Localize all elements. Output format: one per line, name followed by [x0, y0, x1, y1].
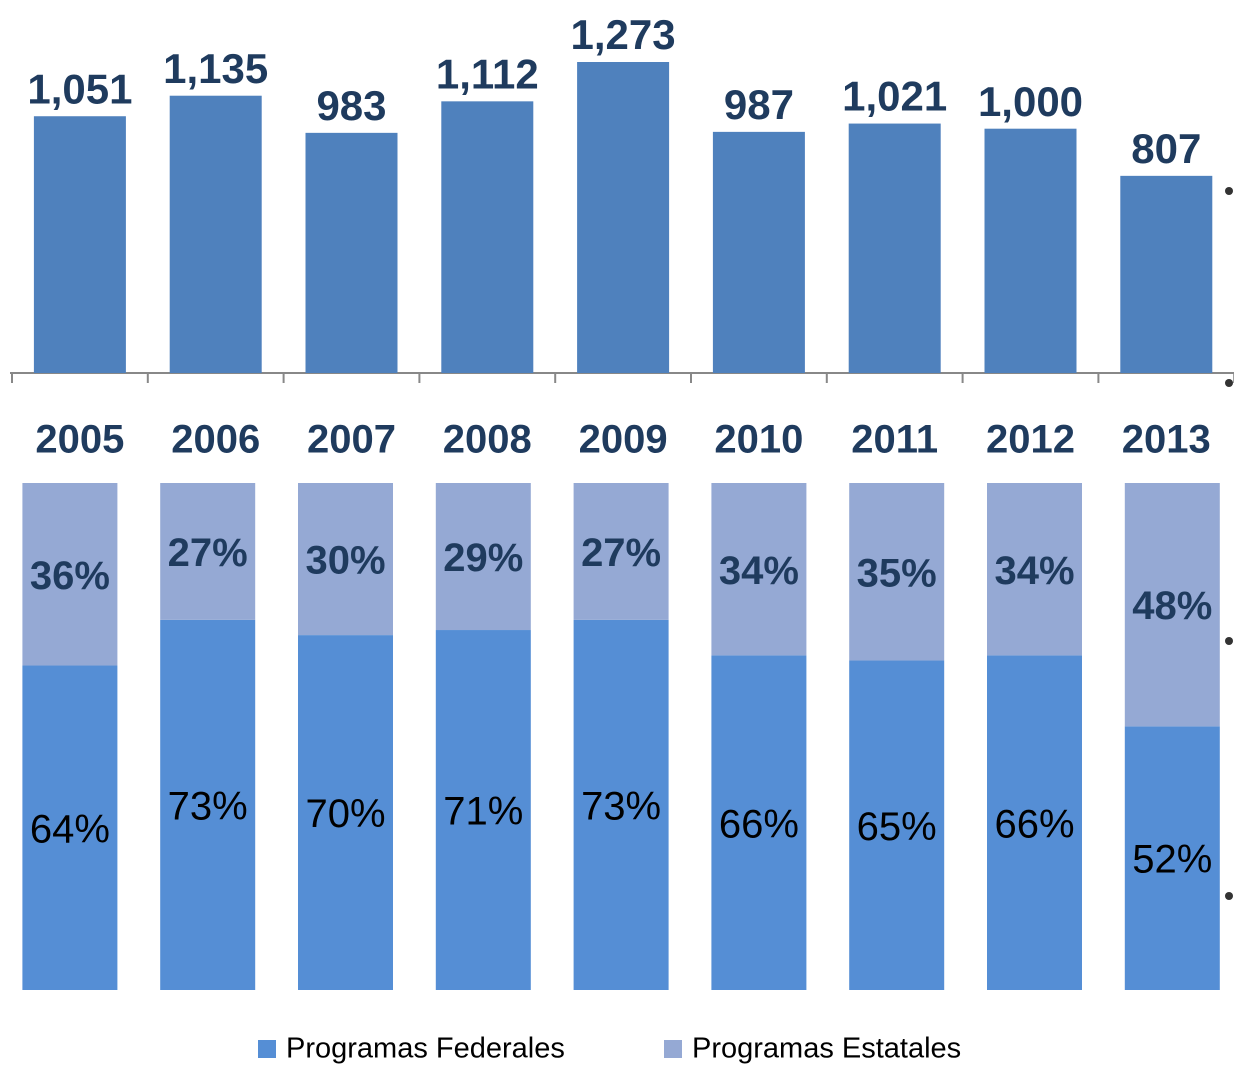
- bar: [984, 128, 1077, 373]
- bar: [848, 123, 941, 373]
- data-label: 36%: [30, 554, 110, 598]
- data-label: 64%: [30, 807, 110, 851]
- bar-segment: [160, 619, 256, 990]
- data-label: 1,112: [436, 50, 539, 97]
- data-label: 29%: [443, 536, 523, 580]
- data-label: 70%: [305, 792, 385, 836]
- bar-segment: [849, 660, 945, 990]
- bar: [33, 116, 126, 374]
- legend-swatch: [664, 1040, 682, 1058]
- data-label: 35%: [857, 551, 937, 595]
- bar-segment: [711, 483, 807, 656]
- data-label: 71%: [443, 790, 523, 834]
- data-label: 66%: [719, 802, 799, 846]
- data-label: 48%: [1132, 584, 1212, 628]
- x-tick-label: 2009: [579, 418, 668, 462]
- data-label: 27%: [581, 531, 661, 575]
- data-label: 30%: [305, 539, 385, 583]
- legend-label: Programas Federales: [286, 1033, 565, 1065]
- data-label: 52%: [1132, 838, 1212, 882]
- data-label: 1,135: [163, 45, 268, 92]
- bar: [441, 101, 534, 373]
- bullet: [1225, 379, 1233, 387]
- data-label: 73%: [168, 785, 248, 829]
- data-label: 65%: [857, 805, 937, 849]
- bar: [577, 62, 670, 373]
- bar-segment: [1124, 483, 1220, 727]
- bar-segment: [22, 483, 118, 666]
- data-label: 1,051: [27, 65, 132, 112]
- data-label: 66%: [994, 802, 1074, 846]
- data-label: 807: [1131, 125, 1201, 172]
- bar: [712, 131, 805, 373]
- bar-segment: [573, 483, 669, 620]
- bar: [169, 95, 262, 374]
- x-tick-label: 2013: [1122, 418, 1211, 462]
- bullet: [1225, 637, 1233, 645]
- data-label: 987: [724, 81, 794, 128]
- bar-segment: [987, 655, 1082, 990]
- data-label: 1,021: [842, 73, 947, 120]
- bar-segment: [435, 630, 531, 990]
- data-label: 983: [316, 82, 386, 129]
- data-label: 27%: [168, 531, 248, 575]
- bar: [1120, 175, 1213, 373]
- data-label: 34%: [994, 549, 1074, 593]
- legend-swatch: [258, 1040, 276, 1058]
- bar-segment: [160, 483, 256, 620]
- bar: [305, 132, 398, 373]
- data-label: 34%: [719, 549, 799, 593]
- bar-segment: [298, 635, 393, 990]
- bar-segment: [298, 483, 393, 636]
- legend-label: Programas Estatales: [692, 1033, 961, 1065]
- bar-segment: [1124, 726, 1220, 990]
- bar-segment: [573, 619, 669, 990]
- data-label: 1,000: [978, 78, 1083, 125]
- x-tick-label: 2008: [443, 418, 532, 462]
- x-tick-label: 2011: [851, 418, 938, 462]
- data-label: 1,273: [571, 11, 676, 58]
- x-tick-label: 2007: [307, 418, 396, 462]
- data-label: 73%: [581, 785, 661, 829]
- bar-segment: [711, 655, 807, 990]
- bar-segment: [22, 665, 118, 990]
- bullet: [1225, 892, 1233, 900]
- x-tick-label: 2012: [986, 418, 1075, 462]
- bar-segment: [435, 483, 531, 631]
- x-tick-label: 2005: [35, 418, 124, 462]
- bar-segment: [849, 483, 945, 661]
- x-tick-label: 2010: [714, 418, 803, 462]
- x-tick-label: 2006: [171, 418, 260, 462]
- bullet: [1225, 187, 1233, 195]
- bar-segment: [987, 483, 1082, 656]
